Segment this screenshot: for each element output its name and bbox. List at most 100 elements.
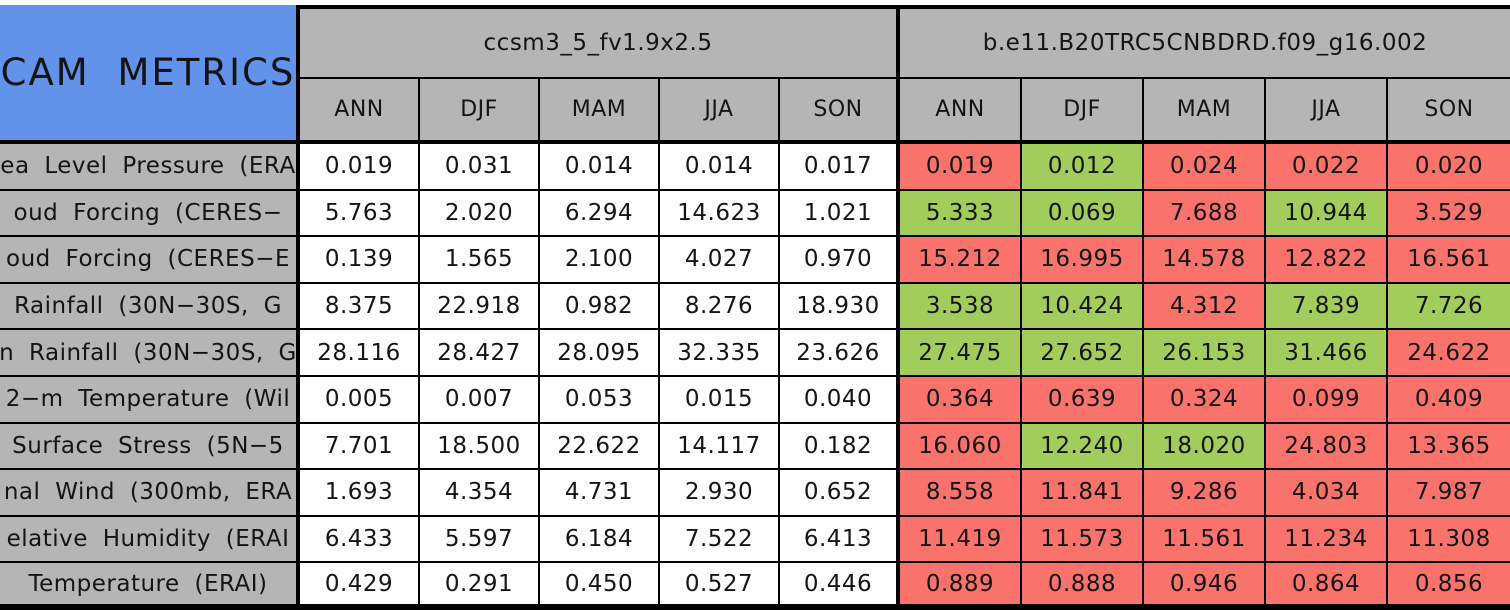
season-header: MAM [1144, 79, 1266, 144]
season-header: DJF [1022, 79, 1144, 144]
metric-value-cell: 0.409 [1388, 376, 1510, 424]
season-header: JJA [1266, 79, 1388, 144]
metric-value-cell: 11.419 [900, 516, 1022, 564]
metric-value-cell: 0.069 [1022, 190, 1144, 238]
metric-value-cell: 6.184 [540, 516, 660, 564]
metric-value-cell: 2.020 [420, 190, 540, 238]
metric-value-cell: 7.839 [1266, 283, 1388, 331]
season-header: SON [780, 79, 900, 144]
metric-value-cell: 12.822 [1266, 237, 1388, 284]
metric-value-cell: 18.020 [1144, 423, 1266, 471]
metric-value-cell: 14.623 [660, 190, 780, 238]
metric-value-cell: 16.060 [900, 423, 1022, 471]
model-name-header-1: ccsm3_5_fv1.9x2.5 [300, 5, 900, 79]
metric-value-cell: 3.538 [900, 283, 1022, 331]
metric-value-cell: 28.095 [540, 330, 660, 377]
metric-value-cell: 0.652 [780, 470, 900, 517]
metric-value-cell: 28.427 [420, 330, 540, 377]
metric-value-cell: 5.333 [900, 190, 1022, 238]
metric-value-cell: 8.375 [300, 283, 420, 331]
metric-value-cell: 0.007 [420, 376, 540, 424]
metric-value-cell: 6.413 [780, 516, 900, 564]
metric-value-cell: 12.240 [1022, 423, 1144, 471]
metric-value-cell: 24.803 [1266, 423, 1388, 471]
metric-value-cell: 0.139 [300, 237, 420, 284]
metric-value-cell: 31.466 [1266, 330, 1388, 377]
metric-value-cell: 0.324 [1144, 376, 1266, 424]
metric-value-cell: 4.731 [540, 470, 660, 517]
metric-value-cell: 14.117 [660, 423, 780, 471]
metric-value-cell: 11.573 [1022, 516, 1144, 564]
metric-value-cell: 23.626 [780, 330, 900, 377]
metric-value-cell: 6.294 [540, 190, 660, 238]
metric-row-label: Surface Stress (5N−5 [0, 423, 300, 471]
metric-value-cell: 0.014 [660, 144, 780, 191]
metric-value-cell: 0.019 [300, 144, 420, 191]
metric-value-cell: 7.726 [1388, 283, 1510, 331]
metric-value-cell: 7.987 [1388, 470, 1510, 517]
metric-value-cell: 4.354 [420, 470, 540, 517]
metric-value-cell: 8.558 [900, 470, 1022, 517]
metric-value-cell: 14.578 [1144, 237, 1266, 284]
metric-value-cell: 0.888 [1022, 563, 1144, 610]
metric-row-label: Temperature (ERAI) [0, 563, 300, 610]
metric-value-cell: 0.099 [1266, 376, 1388, 424]
metric-value-cell: 2.930 [660, 470, 780, 517]
metric-value-cell: 18.930 [780, 283, 900, 331]
metric-value-cell: 7.688 [1144, 190, 1266, 238]
metric-value-cell: 11.308 [1388, 516, 1510, 564]
metric-value-cell: 4.027 [660, 237, 780, 284]
metric-row-label: oud Forcing (CERES− [0, 190, 300, 238]
metric-value-cell: 7.701 [300, 423, 420, 471]
metric-value-cell: 7.522 [660, 516, 780, 564]
metric-value-cell: 16.995 [1022, 237, 1144, 284]
season-header: ANN [900, 79, 1022, 144]
metric-value-cell: 26.153 [1144, 330, 1266, 377]
metric-value-cell: 0.446 [780, 563, 900, 610]
metric-value-cell: 27.475 [900, 330, 1022, 377]
metric-value-cell: 15.212 [900, 237, 1022, 284]
metric-value-cell: 0.864 [1266, 563, 1388, 610]
metric-value-cell: 0.019 [900, 144, 1022, 191]
metric-value-cell: 0.017 [780, 144, 900, 191]
metric-value-cell: 2.100 [540, 237, 660, 284]
metric-value-cell: 0.291 [420, 563, 540, 610]
metric-value-cell: 0.182 [780, 423, 900, 471]
metric-value-cell: 24.622 [1388, 330, 1510, 377]
metric-value-cell: 11.234 [1266, 516, 1388, 564]
metric-value-cell: 11.841 [1022, 470, 1144, 517]
metric-value-cell: 9.286 [1144, 470, 1266, 517]
metric-row-label: nal Wind (300mb, ERA [0, 470, 300, 517]
metric-value-cell: 10.944 [1266, 190, 1388, 238]
metric-value-cell: 0.020 [1388, 144, 1510, 191]
metric-value-cell: 10.424 [1022, 283, 1144, 331]
metric-value-cell: 0.889 [900, 563, 1022, 610]
metric-value-cell: 0.982 [540, 283, 660, 331]
metric-value-cell: 0.946 [1144, 563, 1266, 610]
metric-row-label: Rainfall (30N−30S, G [0, 283, 300, 331]
metric-value-cell: 0.015 [660, 376, 780, 424]
metric-value-cell: 3.529 [1388, 190, 1510, 238]
metric-row-label: n Rainfall (30N−30S, G [0, 330, 300, 377]
metric-value-cell: 0.856 [1388, 563, 1510, 610]
metric-value-cell: 0.024 [1144, 144, 1266, 191]
cam-metrics-table: CAM METRICS ccsm3_5_fv1.9x2.5 b.e11.B20T… [0, 5, 1510, 610]
metric-row-label: 2−m Temperature (Wil [0, 376, 300, 424]
metric-value-cell: 0.527 [660, 563, 780, 610]
metric-value-cell: 5.597 [420, 516, 540, 564]
season-header: ANN [300, 79, 420, 144]
season-header: JJA [660, 79, 780, 144]
table-title: CAM METRICS [0, 5, 300, 144]
season-header: SON [1388, 79, 1510, 144]
metric-row-label: oud Forcing (CERES−E [0, 237, 300, 284]
metric-value-cell: 22.918 [420, 283, 540, 331]
metric-value-cell: 11.561 [1144, 516, 1266, 564]
season-header: DJF [420, 79, 540, 144]
metric-value-cell: 1.021 [780, 190, 900, 238]
metric-value-cell: 0.364 [900, 376, 1022, 424]
metric-value-cell: 0.012 [1022, 144, 1144, 191]
metric-value-cell: 0.970 [780, 237, 900, 284]
metric-value-cell: 0.053 [540, 376, 660, 424]
metric-value-cell: 16.561 [1388, 237, 1510, 284]
